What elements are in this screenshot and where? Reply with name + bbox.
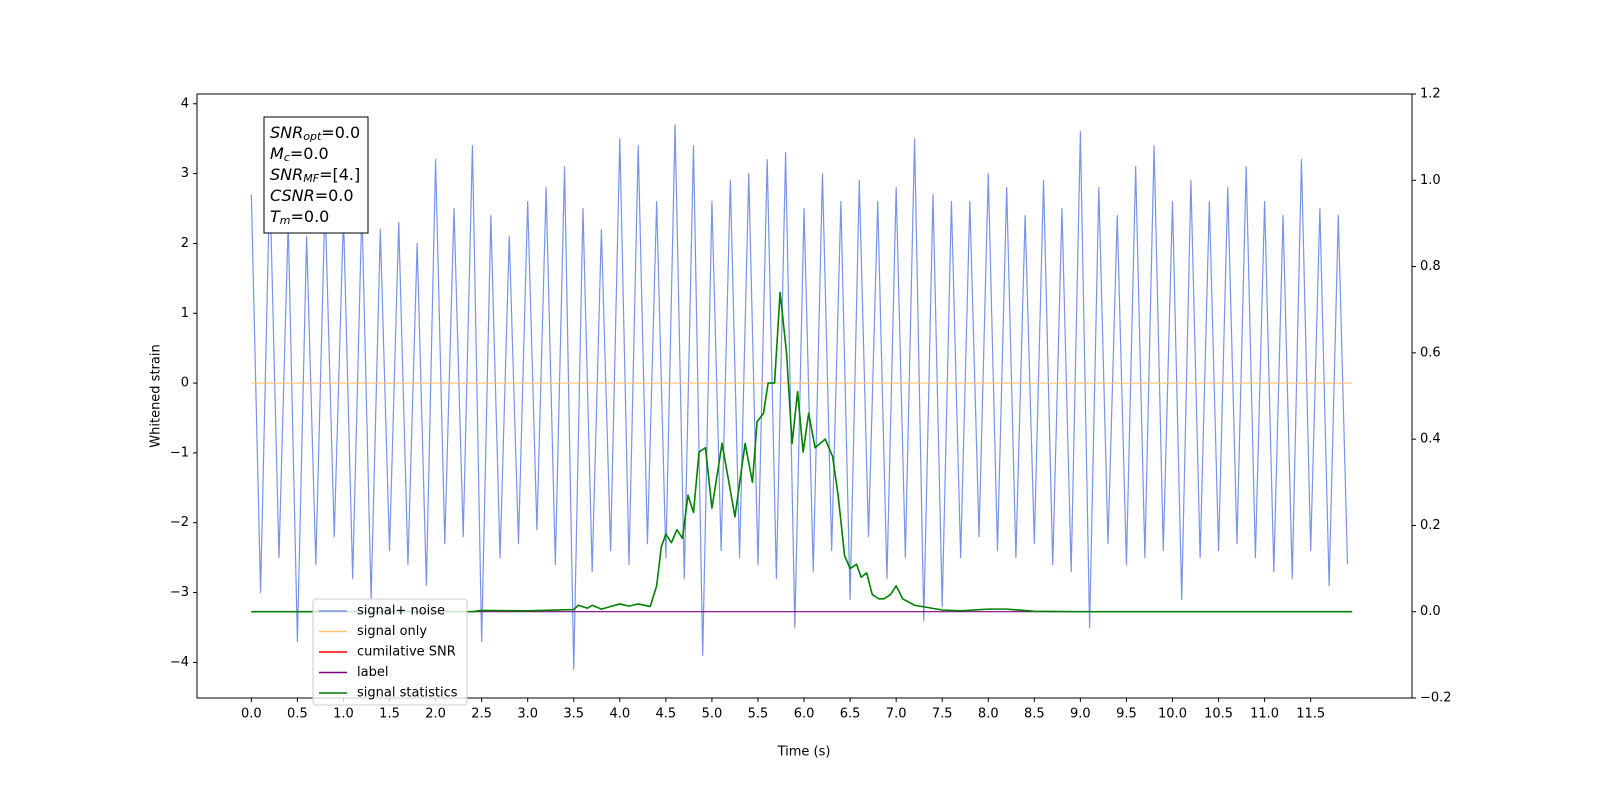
y2-tick-label: 1.2 bbox=[1420, 87, 1441, 102]
x-tick-label: 0.0 bbox=[241, 707, 262, 722]
legend-label: signal statistics bbox=[357, 686, 458, 701]
annotation-line: Tm=0.0 bbox=[270, 207, 329, 228]
annotation-name: T bbox=[270, 207, 281, 226]
x-tick-label: 9.5 bbox=[1116, 707, 1137, 722]
x-tick-label: 1.5 bbox=[379, 707, 400, 722]
annotation-text: =0.0 bbox=[321, 123, 360, 142]
y2-tick-label: −0.2 bbox=[1420, 691, 1452, 706]
annotation-sub: m bbox=[280, 214, 291, 227]
annotation-line: SNRopt=0.0 bbox=[270, 123, 360, 144]
series-line bbox=[251, 291, 1353, 613]
x-tick-label: 9.0 bbox=[1070, 707, 1091, 722]
y-tick-label: 2 bbox=[181, 236, 189, 251]
y2-tick-label: 0.4 bbox=[1420, 432, 1441, 447]
x-tick-label: 2.0 bbox=[425, 707, 446, 722]
series-line bbox=[250, 124, 1349, 670]
x-tick-label: 2.5 bbox=[471, 707, 492, 722]
x-tick-label: 4.0 bbox=[609, 707, 630, 722]
x-tick-label: 3.5 bbox=[563, 707, 584, 722]
y-axis-label: Whitened strain bbox=[149, 344, 164, 447]
x-tick-label: 10.5 bbox=[1204, 707, 1233, 722]
annotation-box bbox=[263, 116, 369, 234]
y-tick-label: 0 bbox=[181, 376, 189, 391]
x-tick-label: 5.0 bbox=[702, 707, 723, 722]
annotation-sub: c bbox=[284, 151, 290, 164]
annotation-text: =0.0 bbox=[315, 186, 354, 205]
y2-tick-label: 0.6 bbox=[1420, 345, 1441, 360]
annotation-text: =0.0 bbox=[291, 207, 330, 226]
legend-label: signal+ noise bbox=[357, 604, 445, 619]
annotation-line: SNRMF=[4.] bbox=[270, 165, 360, 186]
x-tick-label: 11.5 bbox=[1296, 707, 1325, 722]
x-tick-label: 6.5 bbox=[840, 707, 861, 722]
x-tick-label: 8.5 bbox=[1024, 707, 1045, 722]
annotation-text: =0.0 bbox=[290, 144, 329, 163]
y2-tick-label: 1.0 bbox=[1420, 173, 1441, 188]
x-tick-label: 4.5 bbox=[656, 707, 677, 722]
annotation-name: CSNR bbox=[270, 186, 315, 205]
x-tick-label: 5.5 bbox=[748, 707, 769, 722]
x-axis-label: Time (s) bbox=[777, 745, 831, 760]
legend-label: signal only bbox=[357, 624, 427, 639]
x-tick-label: 3.0 bbox=[517, 707, 538, 722]
x-tick-label: 6.0 bbox=[794, 707, 815, 722]
y-tick-label: −3 bbox=[170, 585, 189, 600]
annotation-name: SNR bbox=[270, 123, 303, 142]
annotation-sub: MF bbox=[303, 172, 319, 185]
y-tick-label: 1 bbox=[181, 306, 189, 321]
y-tick-label: 4 bbox=[181, 96, 189, 111]
y-tick-label: 3 bbox=[181, 166, 189, 181]
x-tick-label: 10.0 bbox=[1158, 707, 1187, 722]
annotation-name: M bbox=[270, 144, 284, 163]
x-tick-label: 8.0 bbox=[978, 707, 999, 722]
y-tick-label: −4 bbox=[170, 655, 189, 670]
legend-label: cumilative SNR bbox=[357, 645, 456, 660]
y2-tick-label: 0.0 bbox=[1420, 604, 1441, 619]
x-tick-label: 7.0 bbox=[886, 707, 907, 722]
x-tick-label: 1.0 bbox=[333, 707, 354, 722]
x-tick-label: 0.5 bbox=[287, 707, 308, 722]
y2-tick-label: 0.2 bbox=[1420, 518, 1441, 533]
y2-tick-label: 0.8 bbox=[1420, 259, 1441, 274]
annotation-line: CSNR=0.0 bbox=[270, 186, 354, 205]
annotation-sub: opt bbox=[303, 130, 322, 143]
annotation-text: =[4.] bbox=[319, 165, 360, 184]
x-tick-label: 7.5 bbox=[932, 707, 953, 722]
legend-label: label bbox=[357, 665, 388, 680]
annotation-line: Mc=0.0 bbox=[270, 144, 329, 165]
legend-box bbox=[312, 598, 468, 706]
y-tick-label: −2 bbox=[170, 515, 189, 530]
annotation-name: SNR bbox=[270, 165, 303, 184]
x-tick-label: 11.0 bbox=[1250, 707, 1279, 722]
y-tick-label: −1 bbox=[170, 445, 189, 460]
